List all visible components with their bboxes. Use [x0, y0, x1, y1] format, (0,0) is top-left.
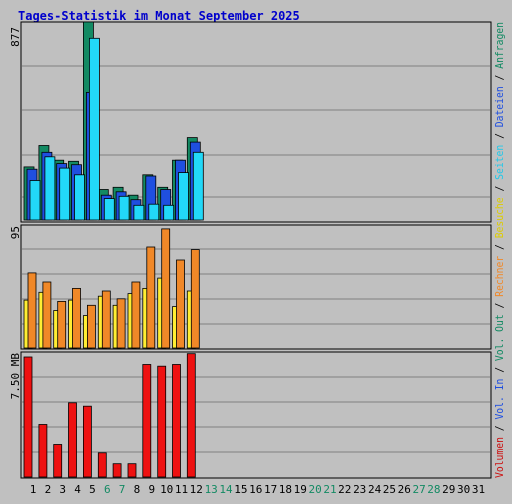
day-label-19: 19 [294, 483, 307, 496]
legend-segment-11: / [493, 127, 506, 145]
bar-volumen-day-2 [38, 424, 48, 478]
day-label-18: 18 [279, 483, 292, 496]
day-label-1: 1 [30, 483, 37, 496]
bar-seiten-day-3 [59, 167, 71, 221]
bar-volumen-day-8 [127, 463, 137, 478]
bar-rechner-day-2 [42, 281, 52, 349]
day-label-22: 22 [338, 483, 351, 496]
bar-rechner-day-4 [72, 287, 81, 349]
bar-seiten-day-9 [148, 203, 160, 221]
day-label-8: 8 [134, 483, 141, 496]
legend-segment-10: Seiten [493, 145, 506, 180]
day-label-10: 10 [160, 483, 173, 496]
legend-segment-0: Volumen [493, 437, 506, 478]
bar-rechner-day-11 [176, 259, 185, 349]
day-label-11: 11 [175, 483, 188, 496]
day-label-2: 2 [45, 483, 52, 496]
legend-segment-2: Vol. In [493, 379, 506, 420]
volume-max-label: 7.50 MB [9, 353, 22, 400]
legend-segment-13: / [493, 69, 506, 87]
bar-rechner-day-1 [27, 272, 37, 349]
day-label-23: 23 [353, 483, 366, 496]
bar-seiten-day-12 [192, 151, 204, 221]
bar-volumen-day-10 [157, 365, 167, 478]
legend-segment-14: Anfragen [493, 22, 506, 69]
bar-rechner-day-8 [131, 281, 141, 349]
day-label-12: 12 [190, 483, 203, 496]
legend-segment-1: / [493, 420, 506, 438]
x-axis-day-labels: 1 2 3 4 5 6 7 8 9 10 11 12 13 14 15 16 17 18 19 20 21 22 23 24 2… [30, 483, 485, 496]
bar-rechner-day-7 [116, 298, 126, 349]
bar-rechner-day-6 [101, 290, 111, 349]
bar-seiten-day-8 [133, 204, 145, 221]
bar-seiten-day-4 [74, 174, 85, 221]
day-label-15: 15 [234, 483, 247, 496]
day-label-13: 13 [205, 483, 218, 496]
day-label-4: 4 [74, 483, 81, 496]
bar-volumen-day-7 [112, 463, 122, 478]
legend-segment-3: / [493, 361, 506, 379]
bar-rechner-day-3 [57, 300, 67, 349]
legend-segment-8: Besuche [493, 197, 506, 238]
legend-segment-5: / [493, 297, 506, 315]
bar-volumen-day-5 [83, 405, 92, 478]
bar-volumen-day-4 [68, 402, 77, 478]
right-legend: Volumen / Vol. In / Vol. Out / Rechner /… [493, 22, 506, 478]
day-label-5: 5 [89, 483, 96, 496]
bar-seiten-day-10 [163, 204, 175, 221]
day-label-6: 6 [104, 483, 111, 496]
legend-segment-4: Vol. Out [493, 314, 506, 361]
day-label-14: 14 [219, 483, 233, 496]
legend-segment-9: / [493, 180, 506, 198]
legend-segment-12: Dateien [493, 86, 506, 127]
day-label-9: 9 [148, 483, 155, 496]
day-label-25: 25 [383, 483, 396, 496]
day-label-28: 28 [427, 483, 440, 496]
day-label-17: 17 [264, 483, 277, 496]
bar-seiten-day-2 [44, 156, 56, 221]
day-label-24: 24 [368, 483, 382, 496]
day-label-27: 27 [412, 483, 425, 496]
chart-title: Tages-Statistik im Monat September 2025 [18, 9, 300, 23]
hits-max-label: 877 [9, 27, 22, 47]
bar-seiten-day-5 [89, 37, 100, 221]
bars [23, 21, 204, 478]
bar-volumen-day-6 [97, 452, 107, 478]
bar-rechner-day-5 [87, 304, 96, 349]
bar-seiten-day-11 [178, 172, 189, 221]
bar-volumen-day-3 [53, 444, 63, 478]
day-label-31: 31 [472, 483, 485, 496]
day-label-20: 20 [308, 483, 321, 496]
day-label-26: 26 [398, 483, 411, 496]
bar-volumen-day-12 [186, 353, 196, 478]
day-label-16: 16 [249, 483, 262, 496]
bar-seiten-day-6 [103, 198, 115, 221]
bar-seiten-day-7 [118, 195, 130, 221]
bar-rechner-day-12 [190, 249, 200, 349]
legend-segment-6: Rechner [493, 256, 506, 297]
day-label-29: 29 [442, 483, 455, 496]
day-label-3: 3 [59, 483, 66, 496]
bar-rechner-day-9 [146, 246, 156, 349]
bar-rechner-day-10 [161, 228, 171, 349]
day-label-7: 7 [119, 483, 126, 496]
bar-volumen-day-11 [172, 364, 181, 478]
day-label-30: 30 [457, 483, 470, 496]
bar-seiten-day-1 [29, 180, 41, 221]
day-label-21: 21 [323, 483, 336, 496]
legend-segment-7: / [493, 238, 506, 256]
bar-volumen-day-1 [23, 356, 33, 478]
visits-max-label: 95 [9, 226, 22, 239]
bar-volumen-day-9 [142, 364, 152, 478]
